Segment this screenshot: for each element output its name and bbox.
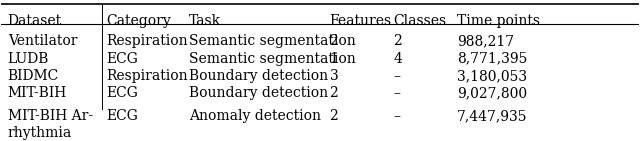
Text: LUDB: LUDB (8, 52, 49, 66)
Text: –: – (394, 109, 400, 123)
Text: 2: 2 (330, 34, 339, 48)
Text: Dataset: Dataset (8, 15, 62, 28)
Text: ECG: ECG (106, 109, 138, 123)
Text: MIT-BIH: MIT-BIH (8, 86, 67, 101)
Text: Boundary detection: Boundary detection (189, 86, 328, 101)
Text: 7,447,935: 7,447,935 (457, 109, 527, 123)
Text: 988,217: 988,217 (457, 34, 514, 48)
Text: 1: 1 (330, 52, 339, 66)
Text: 3,180,053: 3,180,053 (457, 69, 527, 83)
Text: Ventilator: Ventilator (8, 34, 77, 48)
Text: Task: Task (189, 15, 221, 28)
Text: –: – (394, 86, 400, 101)
Text: ECG: ECG (106, 52, 138, 66)
Text: MIT-BIH Ar-
rhythmia: MIT-BIH Ar- rhythmia (8, 109, 93, 140)
Text: Semantic segmentation: Semantic segmentation (189, 52, 356, 66)
Text: Respiration: Respiration (106, 69, 188, 83)
Text: Semantic segmentation: Semantic segmentation (189, 34, 356, 48)
Text: Anomaly detection: Anomaly detection (189, 109, 321, 123)
Text: 2: 2 (330, 109, 339, 123)
Text: Features: Features (330, 15, 392, 28)
Text: Classes: Classes (394, 15, 447, 28)
Text: Respiration: Respiration (106, 34, 188, 48)
Text: 3: 3 (330, 69, 339, 83)
Text: BIDMC: BIDMC (8, 69, 59, 83)
Text: 4: 4 (394, 52, 402, 66)
Text: 9,027,800: 9,027,800 (457, 86, 527, 101)
Text: –: – (394, 69, 400, 83)
Text: 2: 2 (330, 86, 339, 101)
Text: Category: Category (106, 15, 172, 28)
Text: Time points: Time points (457, 15, 540, 28)
Text: Boundary detection: Boundary detection (189, 69, 328, 83)
Text: ECG: ECG (106, 86, 138, 101)
Text: 8,771,395: 8,771,395 (457, 52, 527, 66)
Text: 2: 2 (394, 34, 402, 48)
